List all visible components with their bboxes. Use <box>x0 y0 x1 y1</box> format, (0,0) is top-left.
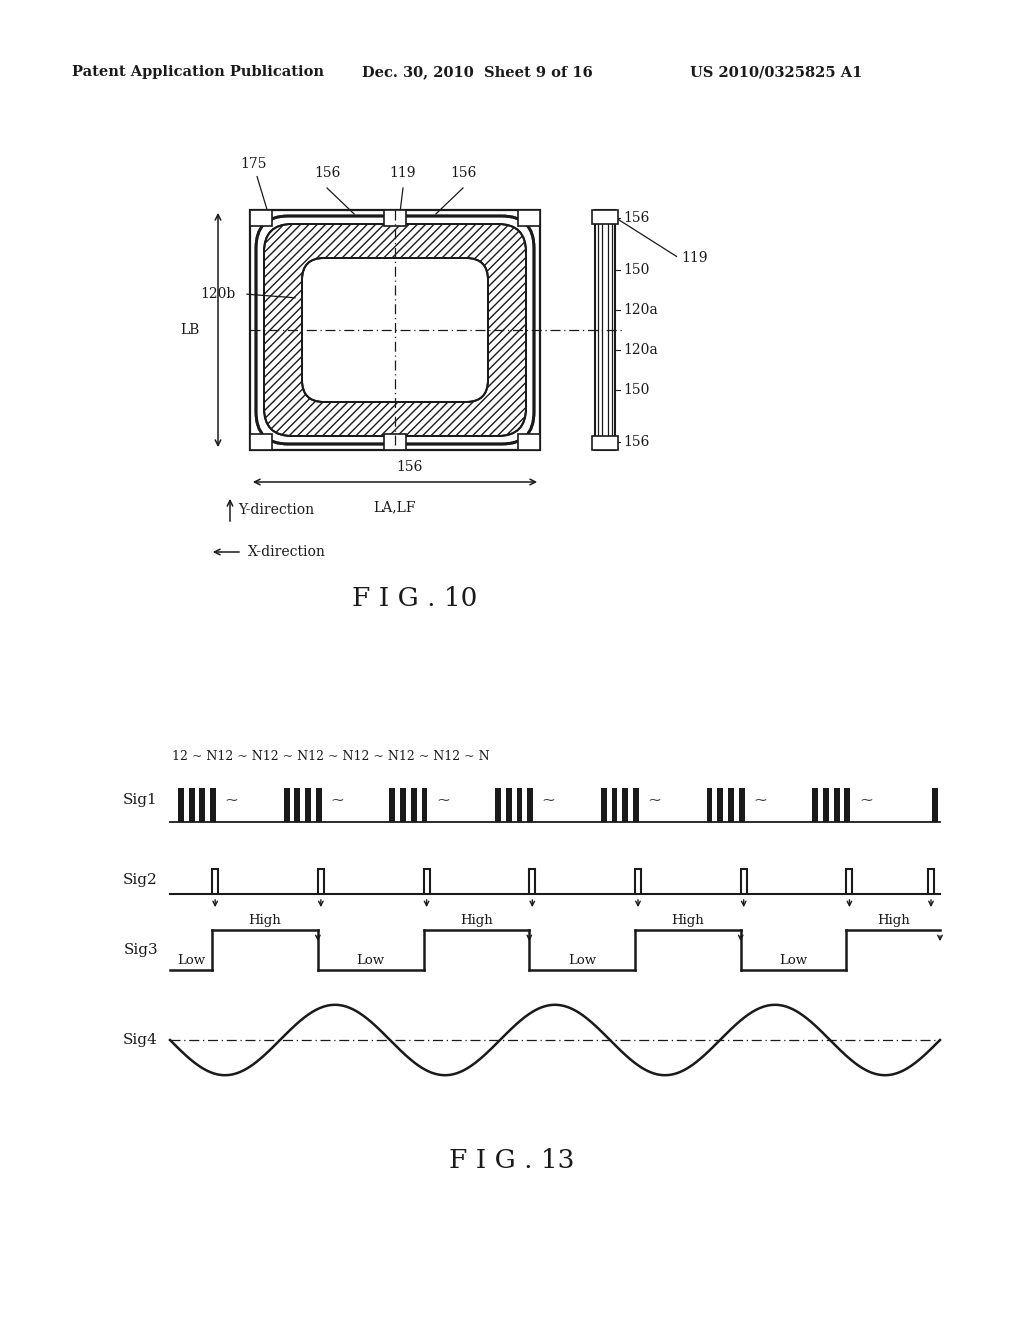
Text: F I G . 10: F I G . 10 <box>352 586 477 610</box>
Bar <box>315 788 322 822</box>
Text: Sig4: Sig4 <box>123 1034 158 1047</box>
Bar <box>305 788 311 822</box>
Text: ~: ~ <box>754 792 767 808</box>
Text: 12 ~ N12 ~ N12 ~ N12 ~ N12 ~ N12 ~ N12 ~ N: 12 ~ N12 ~ N12 ~ N12 ~ N12 ~ N12 ~ N12 ~… <box>172 750 489 763</box>
Bar <box>728 788 734 822</box>
Bar <box>611 788 617 822</box>
Text: Low: Low <box>356 954 385 968</box>
Text: Low: Low <box>779 954 808 968</box>
Text: Sig3: Sig3 <box>123 942 158 957</box>
Bar <box>592 210 618 224</box>
Text: 156: 156 <box>623 436 649 449</box>
Bar <box>389 788 395 822</box>
Text: Sig2: Sig2 <box>123 873 158 887</box>
Bar <box>384 434 406 450</box>
Text: ~: ~ <box>647 792 662 808</box>
Bar <box>717 788 723 822</box>
Text: Dec. 30, 2010  Sheet 9 of 16: Dec. 30, 2010 Sheet 9 of 16 <box>362 65 593 79</box>
Text: 150: 150 <box>623 263 649 277</box>
Bar <box>595 210 615 450</box>
Text: ~: ~ <box>331 792 344 808</box>
Bar <box>506 788 512 822</box>
Text: LA,LF: LA,LF <box>374 500 416 513</box>
FancyBboxPatch shape <box>302 257 488 403</box>
Text: High: High <box>877 913 909 927</box>
Bar <box>250 210 272 226</box>
Bar <box>518 434 540 450</box>
Text: Patent Application Publication: Patent Application Publication <box>72 65 324 79</box>
Text: X-direction: X-direction <box>248 545 326 558</box>
Bar <box>516 788 522 822</box>
Text: 156: 156 <box>623 211 649 224</box>
Bar <box>188 788 195 822</box>
Text: ~: ~ <box>224 792 239 808</box>
Text: ~: ~ <box>542 792 556 808</box>
Bar <box>602 220 608 440</box>
Text: Low: Low <box>177 954 205 968</box>
Bar <box>738 788 744 822</box>
Text: ~: ~ <box>436 792 450 808</box>
Text: 156: 156 <box>450 166 476 180</box>
Text: 120a: 120a <box>623 304 657 317</box>
Bar <box>411 788 417 822</box>
Bar <box>707 788 713 822</box>
Text: 175: 175 <box>240 157 271 223</box>
Bar <box>518 210 540 226</box>
Text: Y-direction: Y-direction <box>238 503 314 517</box>
Text: ~: ~ <box>859 792 872 808</box>
Text: 119: 119 <box>681 251 708 265</box>
Text: High: High <box>672 913 705 927</box>
Bar <box>210 788 216 822</box>
Text: 156: 156 <box>313 166 340 180</box>
Bar <box>812 788 818 822</box>
FancyBboxPatch shape <box>256 216 534 444</box>
Bar <box>592 436 618 450</box>
FancyBboxPatch shape <box>264 224 526 436</box>
Text: LB: LB <box>180 323 200 337</box>
Text: 150: 150 <box>623 383 649 397</box>
Text: Low: Low <box>568 954 596 968</box>
Text: 120b: 120b <box>201 286 236 301</box>
Text: High: High <box>460 913 493 927</box>
Bar <box>527 788 534 822</box>
Text: 120a: 120a <box>623 343 657 356</box>
Bar <box>178 788 184 822</box>
Bar <box>834 788 840 822</box>
Text: 156: 156 <box>397 459 423 474</box>
Bar <box>200 788 206 822</box>
Bar <box>496 788 501 822</box>
Bar <box>633 788 639 822</box>
Text: Sig1: Sig1 <box>123 793 158 807</box>
Bar <box>250 210 540 450</box>
Bar <box>623 788 628 822</box>
Text: US 2010/0325825 A1: US 2010/0325825 A1 <box>690 65 862 79</box>
Bar <box>823 788 828 822</box>
Bar <box>295 788 300 822</box>
Text: F I G . 13: F I G . 13 <box>450 1147 574 1172</box>
Bar <box>601 788 607 822</box>
Bar <box>400 788 407 822</box>
Bar <box>284 788 290 822</box>
Text: 119: 119 <box>390 166 416 180</box>
Bar <box>250 434 272 450</box>
Text: High: High <box>249 913 282 927</box>
Bar <box>598 220 612 440</box>
Bar <box>845 788 850 822</box>
Bar <box>422 788 427 822</box>
Bar <box>932 788 938 822</box>
Bar <box>384 210 406 226</box>
